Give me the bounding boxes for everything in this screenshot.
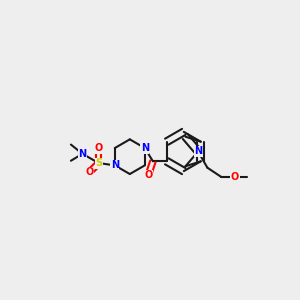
Text: O: O <box>85 167 94 177</box>
Text: O: O <box>94 143 103 153</box>
Text: N: N <box>78 149 86 159</box>
Text: O: O <box>144 170 152 180</box>
Text: N: N <box>111 160 119 170</box>
Text: O: O <box>231 172 239 182</box>
Text: S: S <box>95 158 102 168</box>
Text: N: N <box>194 146 202 157</box>
Text: N: N <box>141 143 149 153</box>
